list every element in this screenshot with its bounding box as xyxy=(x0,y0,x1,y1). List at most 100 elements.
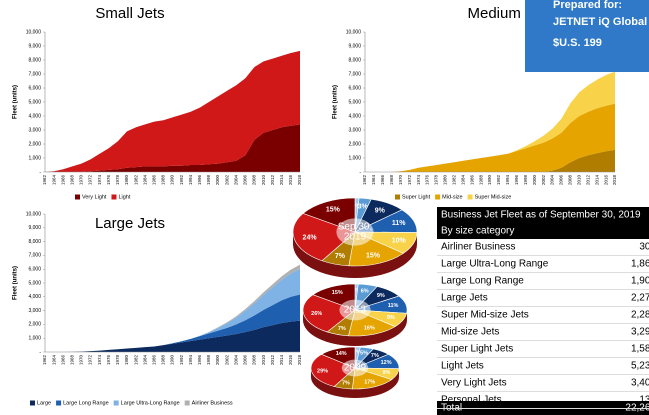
x-tick-label: 1992 xyxy=(496,175,501,186)
x-tick-label: 1994 xyxy=(505,175,510,186)
table-row-value: 300 xyxy=(639,242,649,253)
chart-title: Small Jets xyxy=(95,5,164,22)
pie-center xyxy=(336,218,374,246)
x-tick-label: 1964 xyxy=(371,175,376,186)
x-tick-label: 1974 xyxy=(416,175,421,186)
y-tick-label: 7,000 xyxy=(28,71,41,77)
x-tick-label: 1988 xyxy=(478,175,483,186)
table-row-value: 1,864 xyxy=(631,259,649,270)
x-tick-label: 1964 xyxy=(51,175,56,186)
y-axis-label: Fleet (units) xyxy=(13,266,19,300)
x-tick-label: 2000 xyxy=(532,175,537,186)
pie-center xyxy=(339,299,371,321)
slice-label: 17% xyxy=(364,380,375,386)
x-tick-label: 1996 xyxy=(197,355,202,366)
x-tick-label: 1976 xyxy=(106,355,111,366)
slice-label: 2% xyxy=(353,350,361,356)
legend-swatch xyxy=(111,194,117,200)
x-tick-label: 1992 xyxy=(179,175,184,186)
x-tick-label: 1970 xyxy=(79,175,84,186)
legend-swatch xyxy=(56,400,62,406)
y-axis-label: Fleet (units) xyxy=(13,85,19,119)
pie-title: Sep 30, xyxy=(338,222,372,233)
y-tick-label: 6,000 xyxy=(348,85,361,91)
banner-line: Prepared for: xyxy=(553,0,622,11)
y-tick-label: 10,000 xyxy=(26,211,42,217)
slice-label: 7% xyxy=(335,253,346,260)
x-tick-label: 1972 xyxy=(407,175,412,186)
slice-label: 15% xyxy=(326,206,341,213)
legend-label: Airliner Business xyxy=(192,400,233,406)
table-row-value: 2,273 xyxy=(631,293,649,304)
table-title: Business Jet Fleet as of September 30, 2… xyxy=(441,210,641,221)
y-tick-label: 7,000 xyxy=(28,253,41,259)
x-tick-label: 2006 xyxy=(559,175,564,186)
x-tick-label: 1970 xyxy=(398,175,403,186)
x-tick-label: 2004 xyxy=(233,355,238,366)
x-tick-label: 1986 xyxy=(151,355,156,366)
slice-label: 16% xyxy=(364,326,375,332)
legend-label: Large Ultra-Long Range xyxy=(121,400,180,406)
slice-label: 24% xyxy=(303,234,318,241)
x-tick-label: 1968 xyxy=(70,175,75,186)
x-tick-label: 1982 xyxy=(133,355,138,366)
x-tick-label: 2006 xyxy=(243,355,248,366)
legend-swatch xyxy=(30,400,35,406)
slice-label: 15% xyxy=(332,290,343,296)
x-tick-label: 2002 xyxy=(224,355,229,366)
x-tick-label: 1980 xyxy=(124,355,129,366)
pie-slice xyxy=(292,213,356,262)
y-tick-label: 2,000 xyxy=(28,141,41,147)
area-series xyxy=(45,294,300,352)
x-tick-label: 2010 xyxy=(261,355,266,366)
x-tick-label: 1998 xyxy=(206,355,211,366)
x-tick-label: 2012 xyxy=(585,175,590,186)
pie-slice xyxy=(302,294,356,333)
y-tick-label: 10,000 xyxy=(346,29,362,35)
x-tick-label: 2018 xyxy=(297,355,302,366)
x-tick-label: 2000 xyxy=(215,355,220,366)
area-series xyxy=(365,71,615,172)
x-tick-label: 2016 xyxy=(288,355,293,366)
banner xyxy=(525,0,649,72)
x-tick-label: 1974 xyxy=(97,175,102,186)
table-header xyxy=(437,207,649,239)
x-tick-label: 1986 xyxy=(151,175,156,186)
x-tick-label: 2008 xyxy=(252,175,257,186)
x-tick-label: 2008 xyxy=(568,175,573,186)
y-tick-label: 4,000 xyxy=(28,113,41,119)
y-tick-label: 1,000 xyxy=(28,336,41,342)
banner-line: $U.S. 199 xyxy=(553,37,602,49)
x-tick-label: 2006 xyxy=(243,175,248,186)
x-tick-label: 1994 xyxy=(188,175,193,186)
y-tick-label: 6,000 xyxy=(28,267,41,273)
x-tick-label: 2008 xyxy=(252,355,257,366)
y-tick-label: 10,000 xyxy=(26,29,42,35)
x-tick-label: 1964 xyxy=(51,355,56,366)
y-tick-label: 4,000 xyxy=(28,294,41,300)
x-tick-label: 1978 xyxy=(115,355,120,366)
legend-swatch xyxy=(113,400,119,406)
y-tick-label: 7,000 xyxy=(348,71,361,77)
legend-label: Mid-size xyxy=(442,194,462,200)
y-tick-label: 5,000 xyxy=(348,99,361,105)
legend-label: Large xyxy=(37,400,51,406)
x-tick-label: 1990 xyxy=(170,355,175,366)
x-tick-label: 2014 xyxy=(279,175,284,186)
x-tick-label: 1982 xyxy=(133,175,138,186)
x-tick-label: 1988 xyxy=(161,355,166,366)
legend-label: Very Light xyxy=(82,194,107,200)
table-subtitle: By size category xyxy=(441,226,514,237)
x-tick-label: 1968 xyxy=(389,175,394,186)
banner-line: JETNET iQ Global xyxy=(553,16,647,28)
x-tick-label: 1972 xyxy=(88,355,93,366)
x-tick-label: 1980 xyxy=(443,175,448,186)
x-tick-label: 2002 xyxy=(541,175,546,186)
x-tick-label: 1994 xyxy=(188,355,193,366)
x-tick-label: 1984 xyxy=(142,355,147,366)
x-tick-label: 2016 xyxy=(288,175,293,186)
x-tick-label: 1966 xyxy=(60,355,65,366)
x-tick-label: 1996 xyxy=(514,175,519,186)
slice-label: 11% xyxy=(392,220,406,227)
table-row-value: 134 xyxy=(639,395,649,406)
